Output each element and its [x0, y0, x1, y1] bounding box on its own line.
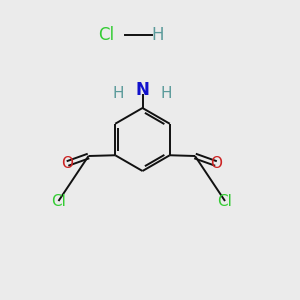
Text: Cl: Cl: [51, 194, 66, 208]
Text: Cl: Cl: [218, 194, 232, 208]
Text: Cl: Cl: [98, 26, 115, 44]
Text: H: H: [161, 85, 172, 100]
Text: O: O: [210, 156, 222, 171]
Text: H: H: [113, 85, 124, 100]
Text: N: N: [136, 81, 149, 99]
Text: H: H: [151, 26, 164, 44]
Text: O: O: [61, 156, 74, 171]
